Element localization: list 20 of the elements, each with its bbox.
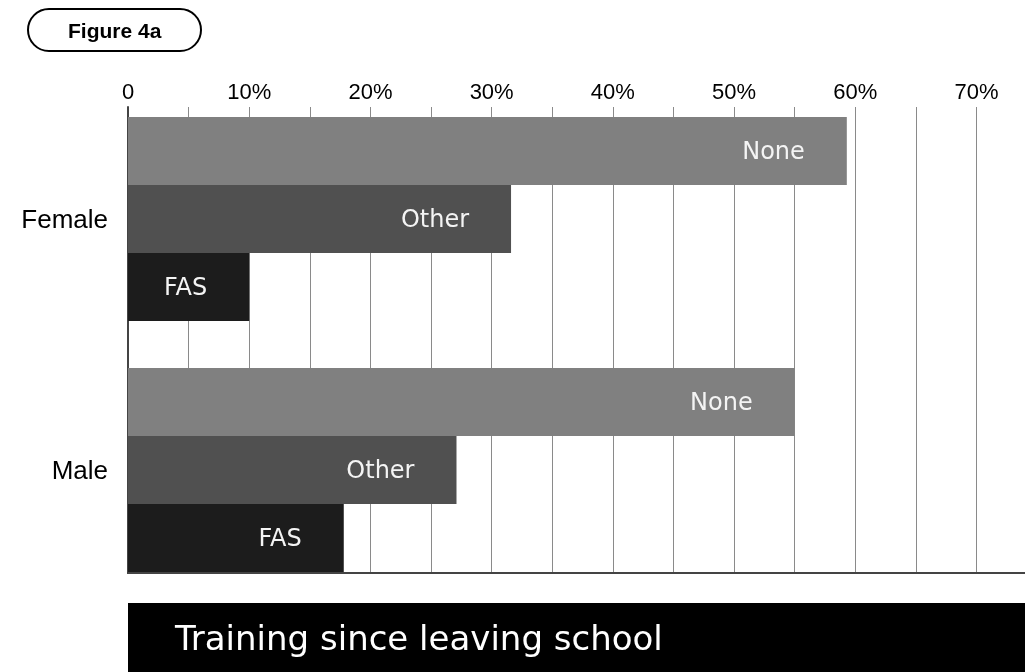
text: None	[690, 388, 753, 416]
x-tick-label: 50%	[712, 78, 757, 104]
text: Training since leaving school	[174, 617, 663, 658]
x-tick-label: 70%	[954, 78, 999, 104]
x-tick-label: 0	[121, 78, 135, 104]
y-tick-label: Female	[21, 204, 108, 234]
series-label: FAS	[163, 273, 208, 301]
bar	[128, 253, 250, 321]
x-tick-label: 30%	[469, 78, 514, 104]
x-tick-label: 10%	[227, 78, 272, 104]
text: Other	[346, 456, 415, 484]
x-tick-label: 40%	[590, 78, 635, 104]
x-tick-label: 20%	[348, 78, 393, 104]
x-tick-label: 60%	[833, 78, 878, 104]
text: FAS	[258, 524, 302, 552]
bar	[128, 504, 344, 572]
series-label: None	[742, 137, 805, 165]
y-tick-label: Male	[51, 455, 108, 485]
caption: Figure 4a	[68, 18, 162, 42]
series-label: Other	[400, 205, 470, 233]
